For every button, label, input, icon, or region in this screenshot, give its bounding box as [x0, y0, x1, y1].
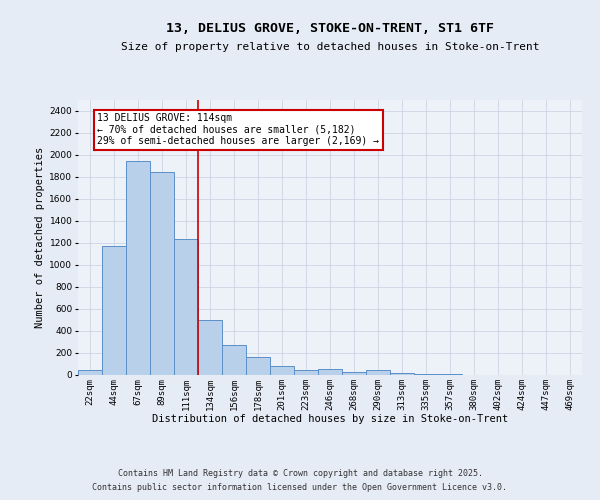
Text: 13 DELIUS GROVE: 114sqm
← 70% of detached houses are smaller (5,182)
29% of semi: 13 DELIUS GROVE: 114sqm ← 70% of detache… — [97, 113, 379, 146]
Text: Size of property relative to detached houses in Stoke-on-Trent: Size of property relative to detached ho… — [121, 42, 539, 52]
Bar — [294, 370, 318, 375]
Text: 13, DELIUS GROVE, STOKE-ON-TRENT, ST1 6TF: 13, DELIUS GROVE, STOKE-ON-TRENT, ST1 6T… — [166, 22, 494, 36]
Bar — [438, 374, 462, 375]
Y-axis label: Number of detached properties: Number of detached properties — [35, 147, 45, 328]
Bar — [342, 372, 366, 375]
Bar — [270, 366, 294, 375]
X-axis label: Distribution of detached houses by size in Stoke-on-Trent: Distribution of detached houses by size … — [152, 414, 508, 424]
Bar — [390, 374, 414, 375]
Bar — [150, 172, 174, 375]
Bar — [198, 320, 222, 375]
Bar — [174, 238, 198, 375]
Bar — [126, 160, 150, 375]
Text: Contains public sector information licensed under the Open Government Licence v3: Contains public sector information licen… — [92, 484, 508, 492]
Bar — [102, 246, 126, 375]
Text: Contains HM Land Registry data © Crown copyright and database right 2025.: Contains HM Land Registry data © Crown c… — [118, 468, 482, 477]
Bar — [246, 358, 270, 375]
Bar — [366, 370, 390, 375]
Bar — [318, 369, 342, 375]
Bar — [222, 346, 246, 375]
Bar — [414, 374, 438, 375]
Bar — [78, 370, 102, 375]
